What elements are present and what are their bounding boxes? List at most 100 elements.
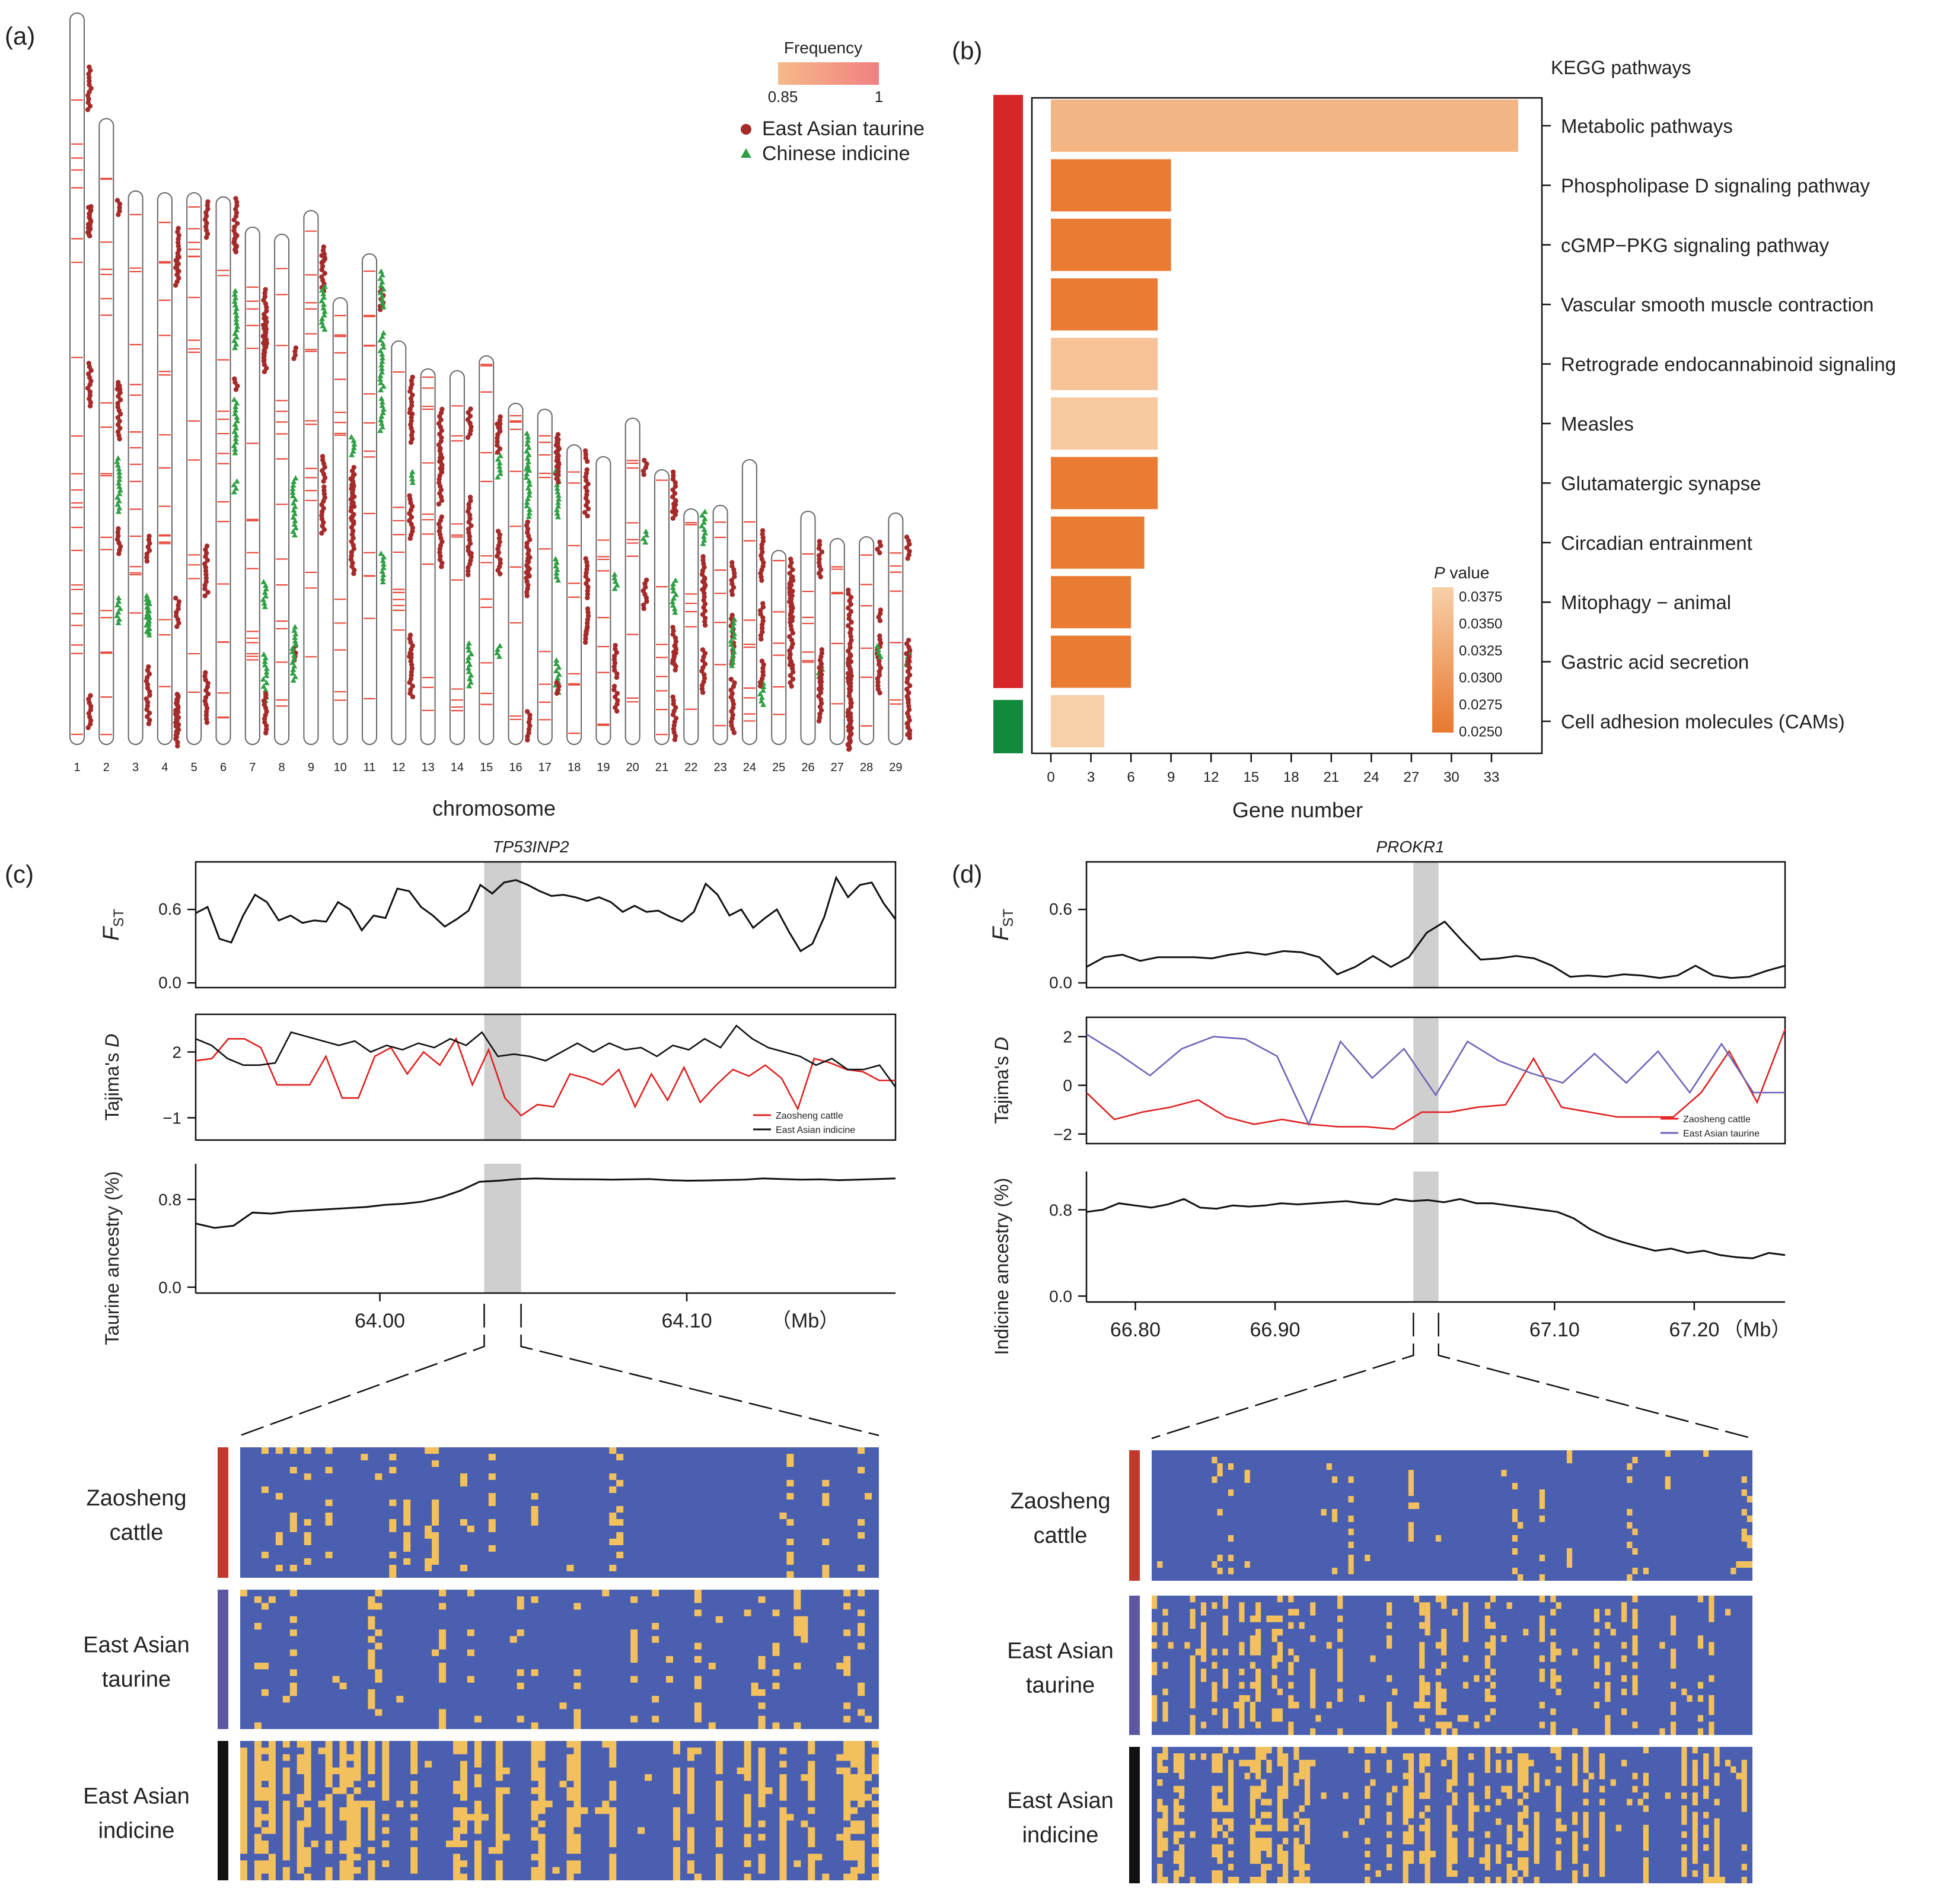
taurine-marker [643, 595, 649, 601]
taurine-marker [263, 691, 269, 696]
kegg-x-tick-label: 15 [1243, 769, 1259, 785]
tajima-legend-label: Zaosheng cattle [776, 1111, 843, 1121]
indicine-marker [554, 566, 560, 572]
taurine-marker [320, 454, 326, 459]
taurine-marker [203, 572, 209, 577]
indicine-marker [553, 657, 560, 663]
indicine-marker [409, 472, 415, 478]
taurine-marker [614, 674, 620, 680]
indicine-marker [231, 291, 238, 297]
kegg-x-tick-label: 9 [1167, 769, 1175, 785]
indicine-marker [260, 596, 266, 602]
group-color-bar [1129, 1596, 1140, 1735]
kegg-xlabel: Gene number [1232, 798, 1363, 822]
group-label-line2: taurine [1026, 1673, 1095, 1698]
indicine-marker [525, 444, 532, 450]
taurine-marker [231, 217, 237, 222]
taurine-marker [498, 557, 503, 562]
taurine-marker [524, 590, 530, 595]
indicine-marker [495, 646, 501, 652]
indicine-marker [263, 585, 269, 591]
indicine-marker [116, 469, 123, 475]
taurine-marker [495, 432, 501, 437]
indicine-marker [233, 305, 240, 311]
taurine-marker [582, 639, 588, 645]
kegg-x-tick-label: 3 [1087, 769, 1095, 785]
taurine-marker [613, 642, 618, 648]
kegg-category-label: Measles [1561, 413, 1634, 435]
taurine-marker [466, 501, 471, 507]
indicine-marker [525, 513, 532, 519]
ancestry-y-tick-label: 0.8 [158, 1190, 181, 1209]
taurine-marker [292, 349, 298, 354]
chromosome-label: 26 [801, 761, 814, 774]
taurine-marker [203, 709, 209, 715]
indicine-marker [494, 650, 501, 655]
indicine-marker [468, 651, 474, 657]
taurine-marker [525, 737, 530, 743]
chromosome-label: 24 [743, 761, 756, 774]
indicine-marker [671, 595, 677, 601]
indicine-marker [525, 459, 532, 464]
kegg-bar [1051, 576, 1132, 629]
taurine-marker [526, 727, 532, 732]
indicine-marker [640, 535, 646, 541]
taurine-marker [729, 592, 735, 597]
taurine-marker [205, 558, 211, 563]
taurine-marker [527, 712, 533, 718]
indicine-marker [526, 477, 533, 483]
taurine-marker [875, 676, 881, 682]
fst-line [1086, 920, 1786, 979]
zoom-connector-left [1151, 1313, 1414, 1440]
indicine-marker [291, 478, 297, 484]
indicine-marker [114, 613, 120, 619]
taurine-marker [176, 603, 181, 608]
indicine-marker [467, 676, 473, 682]
indicine-marker [554, 489, 561, 495]
indicine-marker [319, 316, 326, 321]
haplotype-block-2: East Asian indicine [83, 1741, 879, 1880]
indicine-marker [555, 492, 562, 498]
indicine-marker [380, 300, 386, 306]
indicine-marker [525, 434, 531, 440]
ancestry-x-tick-label: 66.90 [1250, 1319, 1301, 1341]
chromosome-label: 13 [421, 761, 434, 774]
taurine-marker [262, 290, 267, 296]
indicine-marker [233, 485, 240, 491]
indicine-marker [115, 508, 122, 514]
taurine-marker [758, 608, 763, 613]
taurine-marker [728, 720, 734, 725]
chromosome-label: 27 [831, 761, 844, 774]
taurine-marker [907, 683, 913, 689]
kegg-x-tick-label: 24 [1363, 769, 1379, 785]
chromosome-body [479, 355, 495, 745]
taurine-marker [673, 480, 678, 485]
haplotype-block-1: East Asian taurine [1007, 1596, 1752, 1735]
indicine-marker [262, 687, 269, 693]
indicine-marker [116, 480, 122, 486]
chromosome-body [741, 459, 757, 745]
chromosome-label: 5 [191, 761, 197, 774]
indicine-marker [701, 526, 707, 532]
kegg-category-label: Gastric acid secretion [1561, 651, 1749, 673]
indicine-marker [292, 631, 299, 636]
taurine-marker [848, 687, 853, 693]
taurine-marker [787, 581, 792, 587]
indicine-marker [380, 286, 387, 292]
taurine-marker [585, 481, 591, 487]
taurine-marker [409, 415, 414, 420]
taurine-marker [847, 641, 853, 647]
chromosome-label: 12 [392, 761, 405, 774]
indicine-marker [524, 466, 530, 472]
taurine-marker [614, 650, 620, 655]
indicine-marker [555, 499, 562, 505]
taurine-marker [407, 654, 412, 659]
taurine-marker [700, 690, 706, 695]
taurine-marker [848, 633, 853, 639]
panel-c-plots: 0.0 0.6 FST −1 2 Tajima's D Zaosheng cattle Eas… [83, 861, 897, 1880]
indicine-marker [614, 582, 620, 588]
taurine-marker [818, 672, 824, 677]
indicine-marker [409, 476, 416, 482]
chromosome-5: 5 [186, 192, 211, 774]
taurine-marker [497, 428, 503, 434]
